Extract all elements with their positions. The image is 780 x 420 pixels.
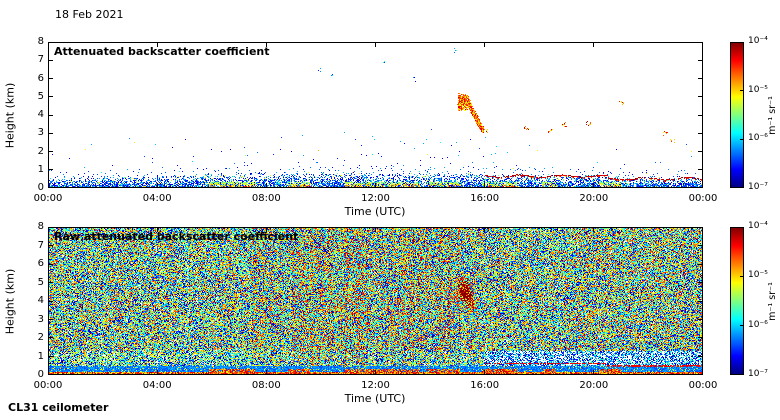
x-tick-label: 12:00 <box>361 380 390 391</box>
x-tick-label: 04:00 <box>142 193 172 204</box>
y-axis-label-bottom: Height (km) <box>3 268 17 334</box>
colorbar-bottom <box>730 227 744 375</box>
x-axis-label-bottom: Time (UTC) <box>344 392 406 405</box>
instrument-label: CL31 ceilometer <box>8 401 109 414</box>
x-tick-label: 00:00 <box>33 193 63 204</box>
colorbar-unit-top-wrap: m⁻¹ sr⁻¹ <box>766 42 779 188</box>
y-tick-label: 3 <box>37 313 44 325</box>
y-tick-label: 1 <box>37 350 44 362</box>
y-tick-label: 4 <box>37 295 44 306</box>
colorbar-tick-label: 10⁻⁷ <box>748 182 768 192</box>
y-tick-label: 6 <box>37 258 44 269</box>
x-tick-label: 20:00 <box>579 193 609 204</box>
x-tick-label: 08:00 <box>251 193 281 204</box>
x-tick-label: 16:00 <box>470 193 500 204</box>
y-tick-label: 5 <box>37 276 44 288</box>
y-axis-label-top: Height (km) <box>3 82 17 148</box>
y-tick-label: 2 <box>37 145 44 157</box>
colorbar-tick-label: 10⁻⁴ <box>748 36 768 46</box>
panel-title-bottom: Raw attenuated backscatter coefficient <box>54 230 299 243</box>
panel-title-top: Attenuated backscatter coefficient <box>54 45 270 58</box>
x-tick-label: 16:00 <box>470 380 500 391</box>
y-tick-label: 0 <box>37 182 44 193</box>
x-axis-label-top: Time (UTC) <box>344 205 406 218</box>
x-tick-label: 00:00 <box>688 380 718 391</box>
y-tick-label: 2 <box>37 332 44 343</box>
x-tick-label: 00:00 <box>33 380 63 391</box>
y-tick-label: 8 <box>37 36 44 47</box>
y-tick-label: 3 <box>37 127 44 139</box>
backscatter-heatmap-top <box>48 42 703 188</box>
x-tick-label: 08:00 <box>251 380 281 391</box>
colorbar-tick-label: 10⁻⁶ <box>748 133 768 144</box>
colorbar-tick-label: 10⁻⁶ <box>748 319 768 330</box>
y-tick-label: 5 <box>37 90 44 102</box>
colorbar-tick-label: 10⁻⁵ <box>748 84 768 95</box>
y-tick-label: 1 <box>37 163 44 175</box>
colorbar-tick-label: 10⁻⁵ <box>748 270 768 281</box>
y-tick-label: 6 <box>37 72 44 84</box>
colorbar-tick-label: 10⁻⁴ <box>748 221 768 231</box>
colorbar-unit-top: m⁻¹ sr⁻¹ <box>767 95 778 135</box>
x-tick-label: 00:00 <box>688 193 718 204</box>
date-label: 18 Feb 2021 <box>55 8 124 21</box>
y-tick-label: 7 <box>37 54 44 66</box>
colorbar-unit-bottom-wrap: m⁻¹ sr⁻¹ <box>766 227 779 375</box>
colorbar-unit-bottom: m⁻¹ sr⁻¹ <box>767 281 778 321</box>
x-tick-label: 04:00 <box>142 380 172 391</box>
y-tick-label: 7 <box>37 239 44 251</box>
x-tick-label: 12:00 <box>361 193 390 204</box>
y-tick-label: 4 <box>37 109 44 120</box>
y-tick-label: 8 <box>37 221 44 232</box>
colorbar-top <box>730 42 744 188</box>
x-tick-label: 20:00 <box>579 380 609 391</box>
backscatter-heatmap-bottom <box>48 227 703 375</box>
colorbar-tick-label: 10⁻⁷ <box>748 369 768 379</box>
y-tick-label: 0 <box>37 369 44 380</box>
